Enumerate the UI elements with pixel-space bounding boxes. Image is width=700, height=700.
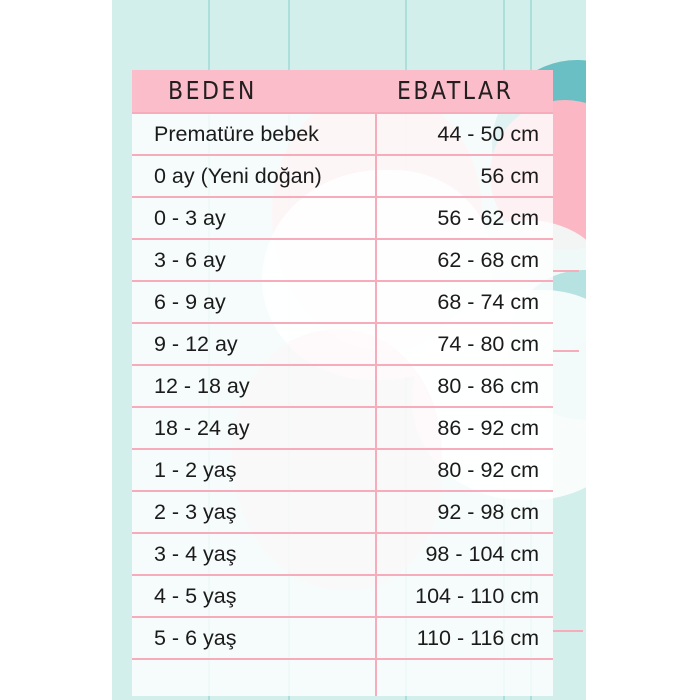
column-header-size: BEDEN [168, 77, 257, 105]
size-chart-table: BEDEN EBATLAR Prematüre bebek 44 - 50 cm 0… [132, 70, 553, 696]
cell-measurement: 56 cm [480, 163, 539, 188]
cell-size: 2 - 3 yaş [154, 499, 237, 524]
cell-size: 3 - 6 ay [154, 247, 226, 272]
cell-measurement: 44 - 50 cm [437, 121, 539, 146]
cell-measurement: 80 - 86 cm [437, 373, 539, 398]
cell-size: 6 - 9 ay [154, 289, 226, 314]
table-row: 9 - 12 ay 74 - 80 cm [132, 322, 553, 364]
cell-measurement: 92 - 98 cm [437, 499, 539, 524]
table-row: Prematüre bebek 44 - 50 cm [132, 112, 553, 154]
table-row: 5 - 6 yaş 110 - 116 cm [132, 616, 553, 658]
table-row: 4 - 5 yaş 104 - 110 cm [132, 574, 553, 616]
cell-size: 3 - 4 yaş [154, 541, 237, 566]
cell-size: 4 - 5 yaş [154, 583, 237, 608]
cell-measurement: 110 - 116 cm [416, 625, 539, 650]
cell-size: 9 - 12 ay [154, 331, 238, 356]
table-row: 1 - 2 yaş 80 - 92 cm [132, 448, 553, 490]
cell-measurement: 98 - 104 cm [425, 541, 539, 566]
cell-size: 0 - 3 ay [154, 205, 226, 230]
cell-measurement: 74 - 80 cm [437, 331, 539, 356]
column-header-measurement: EBATLAR [397, 77, 514, 105]
table-header-row: BEDEN EBATLAR [132, 70, 553, 112]
cell-size: 5 - 6 yaş [154, 625, 237, 650]
rule-bleed-3 [553, 630, 583, 632]
cell-size: 0 ay (Yeni doğan) [154, 163, 322, 188]
cell-measurement: 86 - 92 cm [437, 415, 539, 440]
table-row: 6 - 9 ay 68 - 74 cm [132, 280, 553, 322]
cell-measurement: 68 - 74 cm [437, 289, 539, 314]
cell-measurement: 104 - 110 cm [415, 583, 539, 608]
cell-size: Prematüre bebek [154, 121, 319, 146]
table-row [132, 658, 553, 696]
cell-measurement: 80 - 92 cm [437, 457, 539, 482]
cell-size: 12 - 18 ay [154, 373, 250, 398]
column-divider [375, 112, 377, 696]
table-row: 3 - 4 yaş 98 - 104 cm [132, 532, 553, 574]
rule-bleed-2 [553, 350, 579, 352]
table-row: 18 - 24 ay 86 - 92 cm [132, 406, 553, 448]
table-row: 2 - 3 yaş 92 - 98 cm [132, 490, 553, 532]
table-row: 3 - 6 ay 62 - 68 cm [132, 238, 553, 280]
cell-size: 1 - 2 yaş [154, 457, 237, 482]
cell-measurement: 62 - 68 cm [437, 247, 539, 272]
table-row: 0 - 3 ay 56 - 62 cm [132, 196, 553, 238]
cell-measurement: 56 - 62 cm [437, 205, 539, 230]
cell-size: 18 - 24 ay [154, 415, 250, 440]
table-row: 0 ay (Yeni doğan) 56 cm [132, 154, 553, 196]
table-body: Prematüre bebek 44 - 50 cm 0 ay (Yeni doğa… [132, 112, 553, 696]
rule-bleed-1 [553, 270, 579, 272]
table-row: 12 - 18 ay 80 - 86 cm [132, 364, 553, 406]
